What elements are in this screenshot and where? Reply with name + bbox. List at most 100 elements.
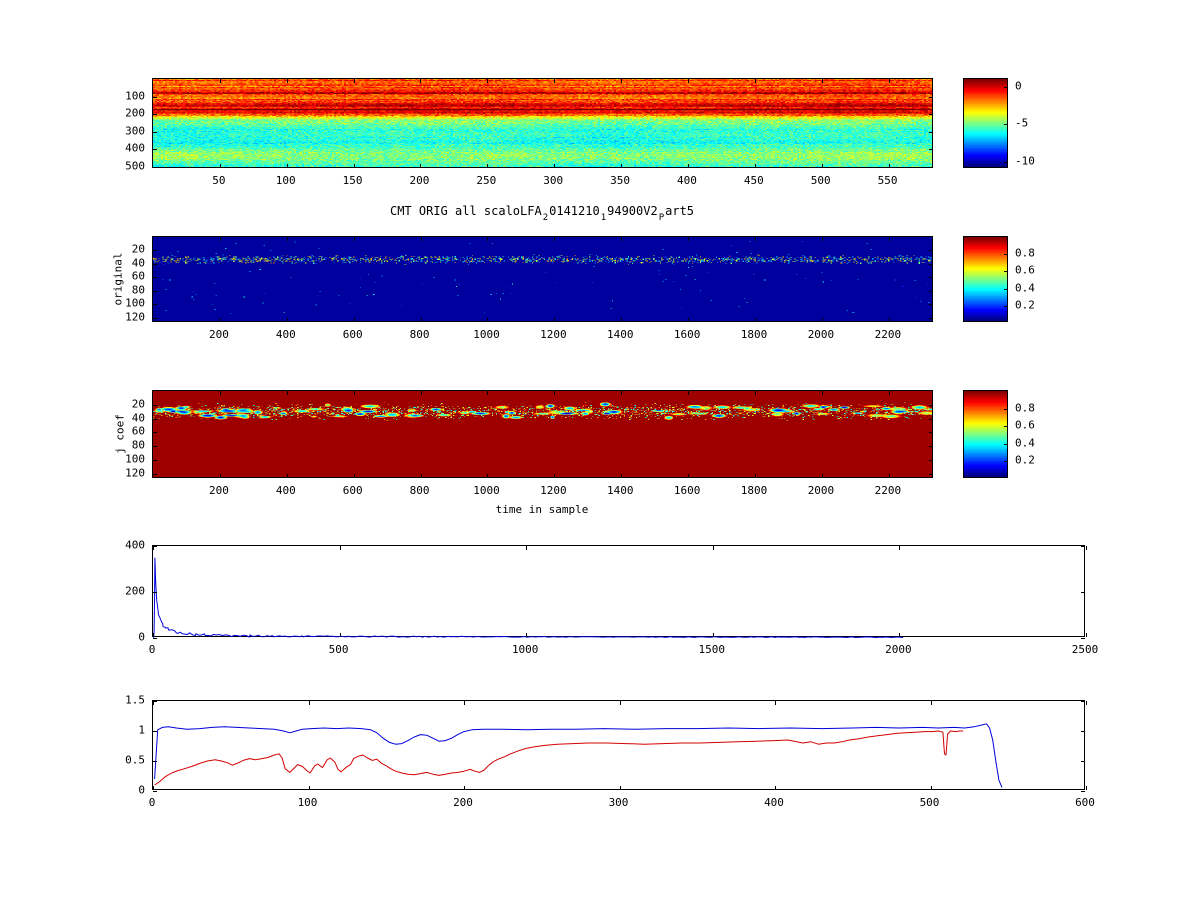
tick-label: 0.2 xyxy=(1015,298,1035,312)
tick-mark xyxy=(420,237,422,241)
tick-mark xyxy=(929,304,933,306)
tick-mark xyxy=(554,318,556,322)
tick-mark xyxy=(1081,546,1085,547)
tick-mark xyxy=(308,701,310,705)
tick-mark xyxy=(899,546,901,550)
tick-mark xyxy=(755,474,757,478)
tick-mark xyxy=(1081,701,1085,702)
tick-label: 0 xyxy=(1015,79,1022,92)
tick-mark xyxy=(775,701,776,705)
tick-mark xyxy=(487,164,489,168)
tick-mark xyxy=(712,546,714,550)
tick-mark xyxy=(153,418,157,420)
jcoef-heatmap-canvas xyxy=(153,391,932,477)
tick-mark xyxy=(554,164,556,168)
tick-label: 200 xyxy=(125,584,145,598)
tick-mark xyxy=(621,474,623,478)
tick-label: 800 xyxy=(409,328,430,341)
tick-label: 80 xyxy=(131,283,145,297)
tick-mark xyxy=(712,633,714,637)
tick-mark xyxy=(687,164,689,168)
tick-mark xyxy=(621,318,623,322)
tick-label: 1800 xyxy=(740,484,768,497)
tick-mark xyxy=(554,391,556,395)
tick-label: 500 xyxy=(125,159,145,173)
title-text: 0141210 xyxy=(549,204,600,218)
tick-mark xyxy=(821,79,823,83)
tick-mark xyxy=(153,404,157,406)
tick-mark xyxy=(554,474,556,478)
tick-mark xyxy=(929,317,933,319)
energy-line xyxy=(153,557,904,638)
tick-mark xyxy=(1081,638,1085,639)
tick-mark xyxy=(153,546,154,550)
tick-mark xyxy=(153,633,154,637)
tick-label: 0 xyxy=(148,643,156,656)
tick-mark xyxy=(487,391,489,395)
tick-mark xyxy=(153,96,157,98)
tick-mark xyxy=(688,237,690,241)
title-subscript: P xyxy=(658,213,665,223)
tick-mark xyxy=(153,638,157,639)
tick-mark xyxy=(929,131,933,133)
tick-label: 40 xyxy=(131,256,145,270)
tick-mark xyxy=(619,786,621,790)
tick-mark xyxy=(153,761,157,762)
tick-label: 0.8 xyxy=(1015,401,1035,415)
tick-mark xyxy=(688,318,690,322)
tick-mark xyxy=(153,592,157,593)
tick-label: 100 xyxy=(297,796,318,809)
tick-label: 100 xyxy=(125,452,145,466)
tick-label: 40 xyxy=(131,411,145,424)
tick-label: 1200 xyxy=(540,484,567,497)
tick-mark xyxy=(755,318,757,322)
tick-mark xyxy=(153,432,157,434)
tick-label: 300 xyxy=(543,174,564,187)
tick-mark xyxy=(353,474,355,478)
tick-label: 2200 xyxy=(874,328,902,341)
tick-mark xyxy=(286,474,288,478)
tick-mark xyxy=(929,149,933,151)
tick-mark xyxy=(554,237,556,241)
tick-mark xyxy=(286,79,288,83)
colorbar-original-axes xyxy=(963,236,1008,322)
tick-label: 200 xyxy=(208,484,229,497)
blue-trace-line xyxy=(154,723,1003,788)
tick-mark xyxy=(526,633,528,637)
tick-label: 2500 xyxy=(1071,643,1099,656)
tick-mark xyxy=(1086,546,1087,550)
tick-mark xyxy=(1086,633,1087,637)
tick-label: 0.8 xyxy=(1015,246,1035,260)
tick-mark xyxy=(487,79,489,83)
tick-label: 0.2 xyxy=(1015,453,1035,467)
tick-label: 1000 xyxy=(473,328,500,341)
tick-mark xyxy=(153,114,157,116)
ylabel-jcoef: j coef xyxy=(113,414,127,454)
tick-mark xyxy=(929,404,933,406)
tick-mark xyxy=(888,164,890,168)
tick-mark xyxy=(219,318,221,322)
tick-label: 0.4 xyxy=(1015,436,1035,450)
tick-label: 2000 xyxy=(885,643,912,656)
tick-label: 100 xyxy=(275,174,296,187)
tick-mark xyxy=(353,164,355,168)
tick-mark xyxy=(929,96,933,98)
tick-mark xyxy=(153,277,157,279)
tick-mark xyxy=(420,79,422,83)
tick-mark xyxy=(1004,161,1008,163)
tick-mark xyxy=(821,318,823,322)
tick-label: 2000 xyxy=(807,328,835,341)
tick-mark xyxy=(420,391,422,395)
tick-label: 400 xyxy=(676,174,697,187)
tick-mark xyxy=(153,473,157,475)
tick-mark xyxy=(153,786,154,790)
tick-mark xyxy=(821,237,823,241)
colorbar-db-axes xyxy=(963,78,1008,168)
tick-mark xyxy=(930,701,932,705)
tick-mark xyxy=(929,166,933,168)
figure-title: CMT ORIG all scaloLFA20141210194900V2Par… xyxy=(390,204,694,223)
tick-label: 1500 xyxy=(698,643,726,656)
tick-mark xyxy=(930,786,932,790)
colorbar-original-gradient-canvas xyxy=(964,237,1007,321)
tick-label: 400 xyxy=(125,538,145,552)
